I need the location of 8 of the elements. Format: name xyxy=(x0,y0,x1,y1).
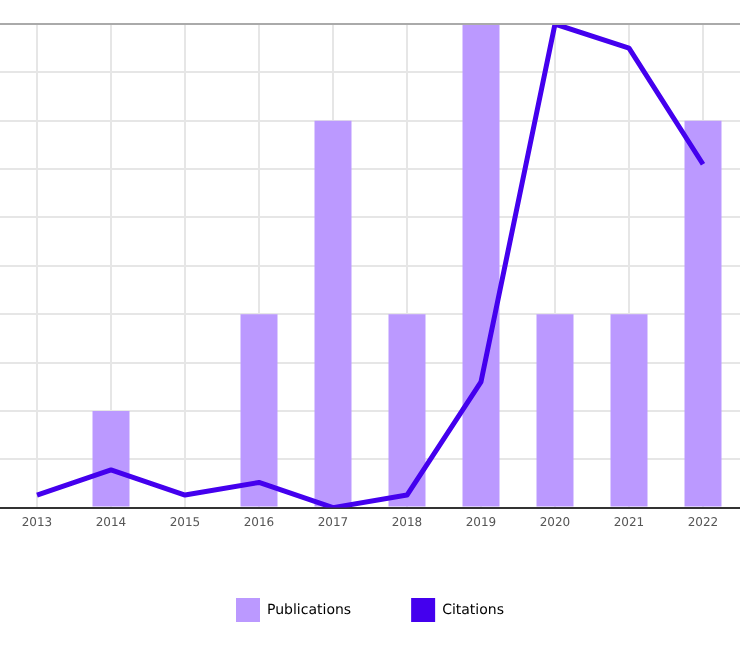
bar xyxy=(684,120,722,507)
bar xyxy=(610,314,648,507)
bar xyxy=(536,314,574,507)
bar xyxy=(388,314,426,507)
bar xyxy=(92,410,130,507)
bar xyxy=(462,24,500,507)
bar xyxy=(240,314,278,507)
bar xyxy=(314,120,352,507)
